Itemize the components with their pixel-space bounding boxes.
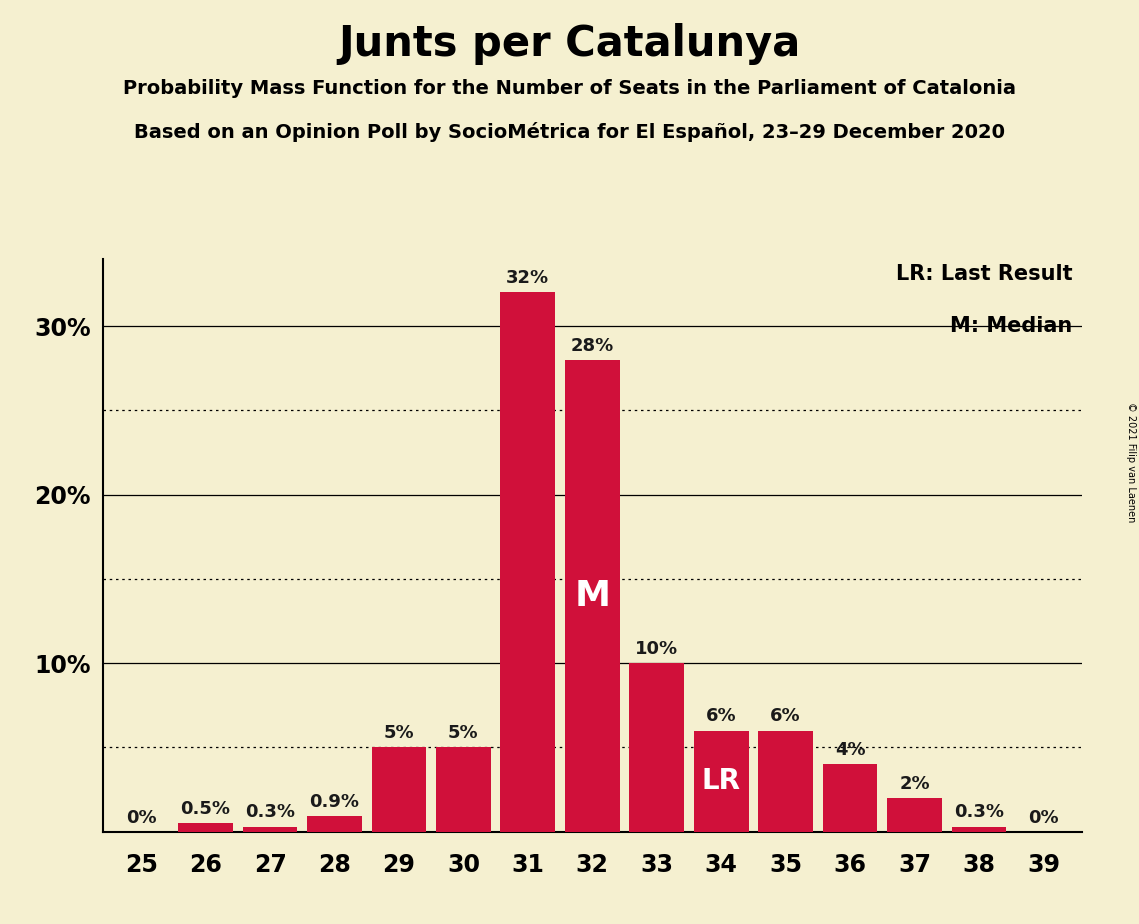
Text: 0%: 0% <box>126 808 156 827</box>
Bar <box>951 827 1007 832</box>
Bar <box>243 827 297 832</box>
Bar <box>178 823 233 832</box>
Bar <box>565 359 620 832</box>
Bar <box>308 817 362 832</box>
Text: 0.9%: 0.9% <box>310 794 360 811</box>
Text: 0.3%: 0.3% <box>245 804 295 821</box>
Bar <box>822 764 877 832</box>
Bar <box>630 663 685 832</box>
Bar <box>759 731 813 832</box>
Bar <box>500 292 555 832</box>
Text: 6%: 6% <box>706 708 737 725</box>
Bar <box>371 748 426 832</box>
Text: 10%: 10% <box>636 640 679 658</box>
Text: LR: Last Result: LR: Last Result <box>895 264 1072 285</box>
Text: 4%: 4% <box>835 741 866 760</box>
Text: M: Median: M: Median <box>950 316 1072 336</box>
Text: 5%: 5% <box>384 724 415 742</box>
Text: 5%: 5% <box>448 724 478 742</box>
Text: 0.3%: 0.3% <box>954 804 1003 821</box>
Bar <box>694 731 748 832</box>
Text: 0.5%: 0.5% <box>181 800 230 818</box>
Text: 28%: 28% <box>571 336 614 355</box>
Text: Junts per Catalunya: Junts per Catalunya <box>338 23 801 65</box>
Text: Probability Mass Function for the Number of Seats in the Parliament of Catalonia: Probability Mass Function for the Number… <box>123 79 1016 98</box>
Text: 0%: 0% <box>1029 808 1058 827</box>
Bar <box>887 798 942 832</box>
Text: Based on an Opinion Poll by SocioMétrica for El Español, 23–29 December 2020: Based on an Opinion Poll by SocioMétrica… <box>134 122 1005 142</box>
Text: 2%: 2% <box>899 775 929 793</box>
Text: 32%: 32% <box>506 270 549 287</box>
Bar <box>436 748 491 832</box>
Text: © 2021 Filip van Laenen: © 2021 Filip van Laenen <box>1126 402 1136 522</box>
Text: 6%: 6% <box>770 708 801 725</box>
Text: LR: LR <box>702 767 740 795</box>
Text: M: M <box>574 578 611 613</box>
